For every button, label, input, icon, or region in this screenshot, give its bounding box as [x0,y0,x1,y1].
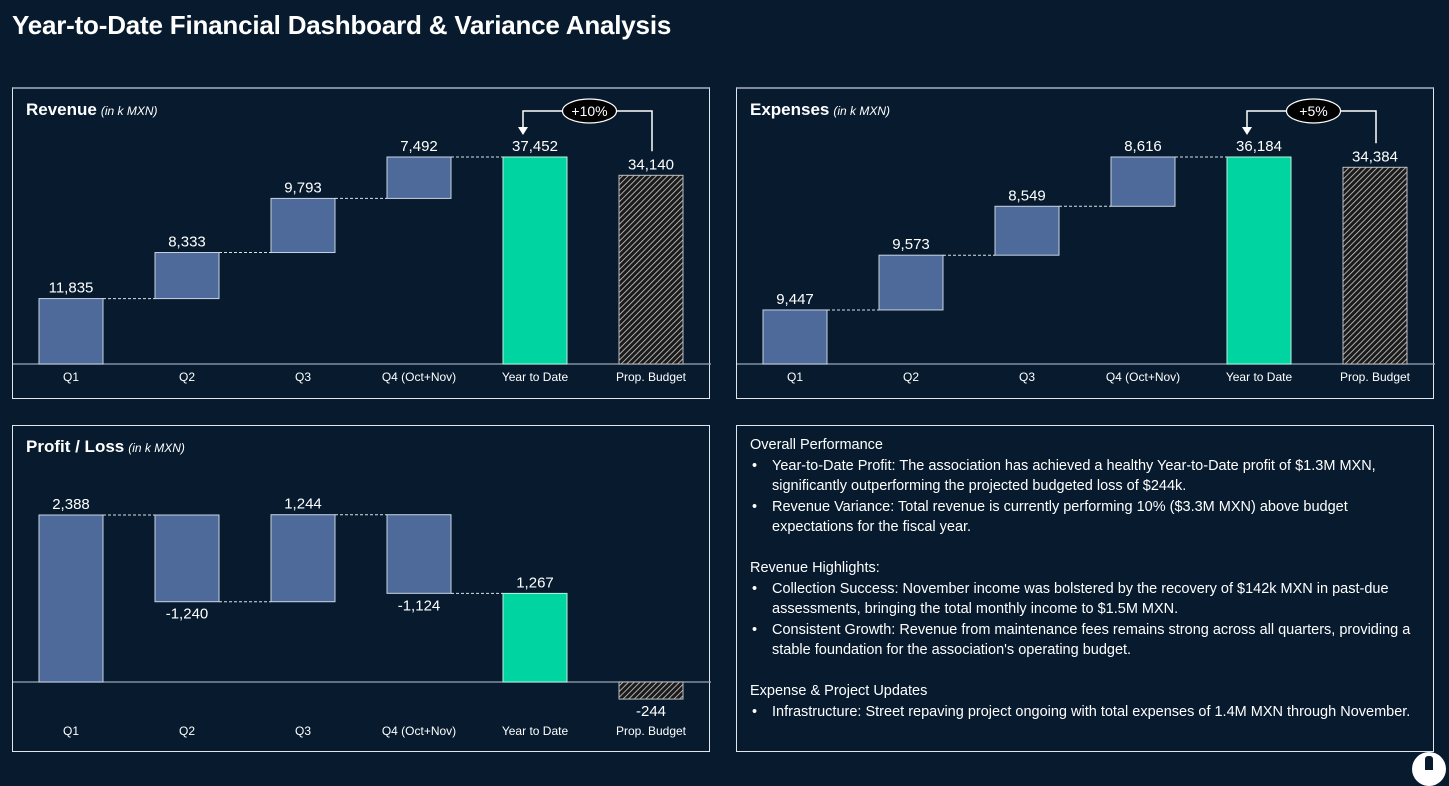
value-label: 8,333 [168,234,206,251]
bar-expenses-1 [878,254,944,311]
bar-profit-2 [270,514,336,603]
variance-badge [1285,98,1342,124]
category-label: Q2 [903,370,919,384]
category-label: Year to Date [502,370,569,384]
variance-badge [561,98,618,124]
expenses-chart-title: Expenses (in k MXN) [750,100,890,120]
commentary-panel: Overall Performance Year-to-Date Profit:… [736,425,1434,752]
expenses-chart: 9,447 Q1 9,573 Q2 8,549 Q3 8,616 Q4 (Oct+Nov) 36… [737,98,1435,384]
value-label: 36,184 [1236,138,1282,155]
value-label: -244 [636,703,666,720]
category-label: Q3 [295,724,311,738]
bar-expenses-0 [762,309,828,365]
category-label: Q4 (Oct+Nov) [382,724,456,738]
arrow-head-icon [518,127,528,135]
value-label: -1,124 [398,597,441,614]
category-label: Q2 [179,370,195,384]
arrow-head-icon [1242,127,1252,135]
value-label: 9,573 [892,236,930,253]
bar-expenses-2 [994,205,1060,256]
profit-loss-chart: 2,388 Q1 -1,240 Q2 1,244 Q3 -1,124 Q4 (Oct+Nov)… [13,496,711,738]
category-label: Year to Date [502,724,569,738]
expenses-unit: (in k MXN) [833,104,891,118]
bar-revenue-3 [386,156,452,199]
bullet-item: Infrastructure: Street repaving project … [750,702,1421,723]
bullet-item: Consistent Growth: Revenue from maintena… [750,620,1421,661]
revenue-title-text: Revenue [26,100,97,119]
revenue-chart-title: Revenue (in k MXN) [26,100,158,120]
section-heading: Revenue Highlights: [750,560,880,576]
category-label: Q3 [1019,370,1035,384]
bar-expenses-5 [1342,166,1408,365]
value-label: 9,793 [284,179,322,196]
bar-expenses-4 [1226,156,1292,365]
profit-loss-chart-panel: 2,388 Q1 -1,240 Q2 1,244 Q3 -1,124 Q4 (Oct+Nov)… [12,425,711,752]
bar-revenue-0 [38,298,104,365]
category-label: Q4 (Oct+Nov) [382,370,456,384]
value-label: 7,492 [400,138,438,155]
profit-loss-unit: (in k MXN) [128,441,185,455]
profit-loss-title-text: Profit / Loss [26,437,125,456]
value-label: 9,447 [776,291,814,308]
section-heading: Overall Performance [750,437,883,453]
variance-callout: +10% [518,98,653,152]
notes-section-expense: Expense & Project Updates Infrastructure… [750,681,1421,722]
notes-section-revenue: Revenue Highlights: Collection Success: … [750,558,1421,661]
category-label: Q3 [295,370,311,384]
bar-expenses-3 [1110,156,1176,207]
category-label: Prop. Budget [616,724,687,738]
bar-profit-5 [618,681,684,700]
bar-profit-0 [38,514,104,683]
variance-badge-text: +10% [571,103,607,119]
bar-revenue-4 [502,156,568,365]
page-title: Year-to-Date Financial Dashboard & Varia… [12,10,672,40]
bar-profit-1 [154,514,220,603]
value-label: -1,240 [166,606,209,623]
bullet-list: Collection Success: November income was … [750,579,1421,661]
category-label: Prop. Budget [616,370,687,384]
revenue-chart: 11,835 Q1 8,333 Q2 9,793 Q3 7,492 Q4 (Oct+Nov) 3… [13,98,711,384]
category-label: Q2 [179,724,195,738]
revenue-unit: (in k MXN) [100,104,158,118]
value-label: 11,835 [49,280,94,297]
bullet-list: Infrastructure: Street repaving project … [750,702,1421,723]
variance-callout: +5% [1242,98,1377,144]
bar-revenue-2 [270,197,336,254]
bullet-item: Revenue Variance: Total revenue is curre… [750,497,1421,538]
category-label: Q1 [63,724,79,738]
value-label: 2,388 [52,496,90,513]
category-label: Prop. Budget [1340,370,1411,384]
category-label: Q1 [63,370,79,384]
revenue-chart-panel: 11,835 Q1 8,333 Q2 9,793 Q3 7,492 Q4 (Oct+Nov) 3… [12,87,711,399]
notes-section-overall: Overall Performance Year-to-Date Profit:… [750,435,1421,538]
bullet-item: Year-to-Date Profit: The association has… [750,456,1421,497]
value-label: 1,267 [516,574,554,591]
variance-badge-text: +5% [1299,103,1327,119]
expenses-title-text: Expenses [750,100,830,119]
value-label: 37,452 [512,138,558,155]
section-heading: Expense & Project Updates [750,683,928,699]
bar-revenue-5 [618,174,684,365]
presenter-logo-icon [1412,752,1446,786]
value-label: 1,244 [284,496,322,513]
category-label: Q4 (Oct+Nov) [1106,370,1180,384]
value-label: 34,140 [628,156,674,173]
bar-profit-3 [386,514,452,594]
value-label: 8,549 [1008,187,1046,204]
bar-profit-4 [502,592,568,683]
value-label: 34,384 [1352,148,1398,165]
bullet-list: Year-to-Date Profit: The association has… [750,456,1421,538]
category-label: Q1 [787,370,803,384]
expenses-chart-panel: 9,447 Q1 9,573 Q2 8,549 Q3 8,616 Q4 (Oct+Nov) 36… [736,87,1435,399]
category-label: Year to Date [1226,370,1293,384]
bullet-item: Collection Success: November income was … [750,579,1421,620]
bar-revenue-1 [154,252,220,300]
profit-loss-chart-title: Profit / Loss (in k MXN) [26,437,185,457]
value-label: 8,616 [1124,138,1162,155]
